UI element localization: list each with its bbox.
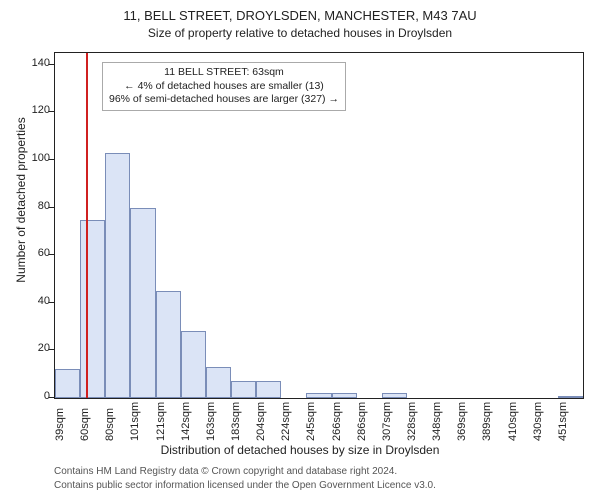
x-tick-label: 348sqm (431, 402, 443, 441)
y-tick-label: 140 (20, 57, 50, 69)
x-tick-label: 369sqm (456, 402, 468, 441)
y-tick-mark (49, 207, 54, 208)
y-tick-mark (49, 397, 54, 398)
histogram-bar (105, 153, 130, 398)
histogram-bar (558, 396, 583, 398)
histogram-bar (55, 369, 80, 398)
property-marker-line (86, 53, 88, 398)
y-tick-label: 120 (20, 104, 50, 116)
y-tick-mark (49, 111, 54, 112)
y-tick-mark (49, 254, 54, 255)
y-tick-label: 60 (20, 247, 50, 259)
x-tick-label: 142sqm (180, 402, 192, 441)
histogram-bar (382, 393, 407, 398)
histogram-bar (80, 220, 105, 398)
y-tick-mark (49, 302, 54, 303)
page-title: 11, BELL STREET, DROYLSDEN, MANCHESTER, … (0, 8, 600, 23)
annotation-box: 11 BELL STREET: 63sqm ← 4% of detached h… (102, 62, 346, 111)
x-tick-label: 266sqm (331, 402, 343, 441)
histogram-bar (332, 393, 357, 398)
x-tick-label: 307sqm (381, 402, 393, 441)
x-tick-label: 245sqm (305, 402, 317, 441)
x-tick-label: 183sqm (230, 402, 242, 441)
histogram-bar (156, 291, 181, 398)
y-tick-mark (49, 159, 54, 160)
y-tick-mark (49, 64, 54, 65)
y-tick-label: 20 (20, 342, 50, 354)
x-tick-label: 204sqm (255, 402, 267, 441)
x-tick-label: 430sqm (532, 402, 544, 441)
histogram-bar (256, 381, 281, 398)
annotation-line2: ← 4% of detached houses are smaller (13) (109, 80, 339, 94)
page-subtitle: Size of property relative to detached ho… (0, 26, 600, 40)
annotation-line3: 96% of semi-detached houses are larger (… (109, 93, 339, 107)
x-tick-label: 39sqm (54, 408, 66, 441)
histogram-bar (181, 331, 206, 398)
y-tick-mark (49, 349, 54, 350)
y-tick-label: 80 (20, 200, 50, 212)
x-tick-label: 224sqm (280, 402, 292, 441)
histogram-bar (130, 208, 155, 398)
x-axis-label: Distribution of detached houses by size … (0, 443, 600, 457)
y-tick-label: 0 (20, 390, 50, 402)
histogram-bar (306, 393, 331, 398)
annotation-line1: 11 BELL STREET: 63sqm (109, 66, 339, 80)
x-tick-label: 451sqm (557, 402, 569, 441)
x-tick-label: 389sqm (481, 402, 493, 441)
x-tick-label: 328sqm (406, 402, 418, 441)
y-tick-label: 40 (20, 295, 50, 307)
x-tick-label: 101sqm (129, 402, 141, 441)
x-tick-label: 410sqm (507, 402, 519, 441)
x-tick-label: 121sqm (155, 402, 167, 441)
x-tick-label: 163sqm (205, 402, 217, 441)
histogram-bar (231, 381, 256, 398)
footer-copyright-1: Contains HM Land Registry data © Crown c… (54, 466, 397, 477)
x-tick-label: 286sqm (356, 402, 368, 441)
x-tick-label: 80sqm (104, 408, 116, 441)
x-tick-label: 60sqm (79, 408, 91, 441)
y-tick-label: 100 (20, 152, 50, 164)
footer-copyright-2: Contains public sector information licen… (54, 480, 436, 491)
histogram-bar (206, 367, 231, 398)
